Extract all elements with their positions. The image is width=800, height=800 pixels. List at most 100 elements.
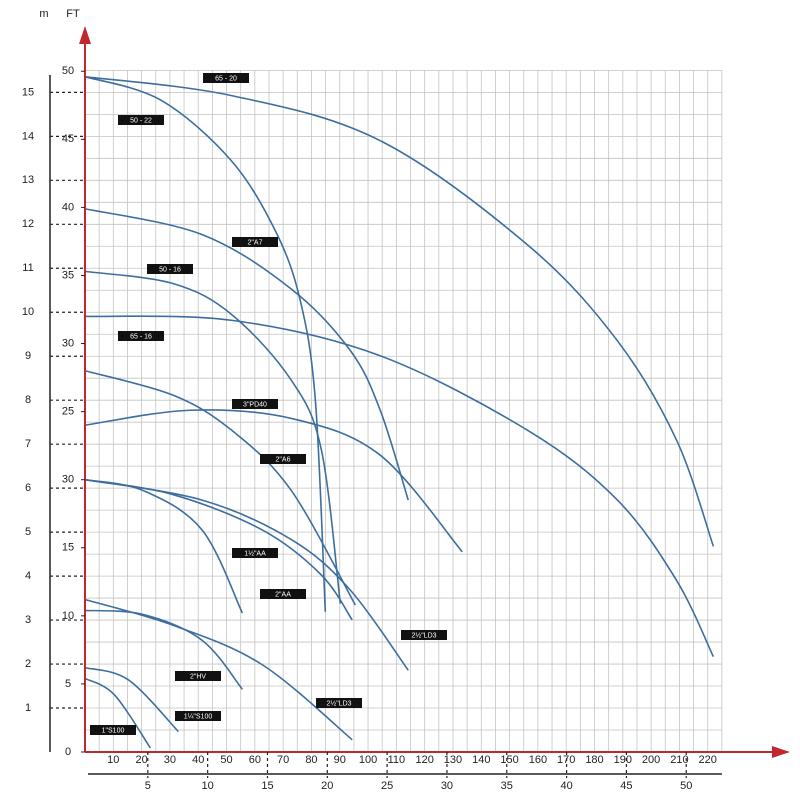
y-tick-label: 25 (62, 406, 74, 418)
curve-label-box (401, 630, 447, 640)
pump-curve (84, 598, 353, 741)
x2-tick-label: 30 (441, 780, 453, 792)
y2-tick-label: 13 (22, 174, 34, 186)
y2-tick-label: 8 (25, 394, 31, 406)
y2-tick-label: 4 (25, 570, 31, 582)
pump-curve (84, 409, 463, 553)
pump-curve (84, 270, 342, 604)
y2-tick-label: 1 (25, 702, 31, 714)
y2-tick-label: 6 (25, 482, 31, 494)
curve-label: 65 - 16 (130, 333, 152, 340)
x-tick-label: 140 (472, 754, 490, 766)
y2-tick-label: 15 (22, 86, 34, 98)
x2-tick-label: 5 (145, 780, 151, 792)
pump-curve (84, 666, 179, 733)
y2-tick-label: 10 (22, 306, 34, 318)
y-tick-label: 30 (62, 474, 74, 486)
y-tick-label: 15 (62, 542, 74, 554)
curve-label: 2½"LD3 (326, 699, 351, 707)
curve-label-box (118, 331, 164, 341)
x-tick-label: 100 (359, 754, 377, 766)
y2-tick-label: 7 (25, 438, 31, 450)
x-tick-label: 90 (334, 754, 346, 766)
curve-label-box (260, 454, 306, 464)
y-axis-title: FT (66, 8, 80, 20)
x-tick-label: 190 (614, 754, 632, 766)
x2-tick-label: 40 (560, 780, 572, 792)
pump-curve (84, 369, 357, 606)
y-tick-label: 35 (62, 269, 74, 281)
y-tick-label: 0 (65, 746, 71, 758)
y2-tick-label: 5 (25, 526, 31, 538)
curve-label-box (90, 725, 136, 735)
x-tick-label: 10 (107, 754, 119, 766)
x-tick-label: 150 (500, 754, 518, 766)
x-tick-label: 70 (277, 754, 289, 766)
x-tick-label: 80 (305, 754, 317, 766)
x-tick-label: 200 (642, 754, 660, 766)
curve-label: 2"A7 (248, 239, 263, 246)
pump-curve (84, 478, 244, 614)
x-tick-label: 20 (135, 754, 147, 766)
x2-tick-label: 20 (321, 780, 333, 792)
curve-label: 2½"LD3 (411, 631, 436, 639)
x-tick-label: 120 (415, 754, 433, 766)
pump-curve (84, 677, 152, 749)
pump-curve (84, 207, 410, 501)
curve-label-box (203, 73, 249, 83)
curves: 65 - 20 50 - 22 2"A7 50 - 16 65 - 16 3"PD40 2"… (84, 73, 715, 749)
x2-tick-label: 45 (620, 780, 632, 792)
pump-curve (84, 478, 353, 621)
y2-axis-title: m (39, 8, 48, 20)
curve-label: 1"S100 (102, 727, 125, 734)
curve-label: 2"AA (275, 591, 291, 598)
y2-tick-label: 3 (25, 614, 31, 626)
curve-label: 2"A6 (276, 456, 291, 463)
x-tick-label: 60 (249, 754, 261, 766)
curve-label-box (232, 548, 278, 558)
x-tick-label: 160 (529, 754, 547, 766)
x-tick-label: 40 (192, 754, 204, 766)
x-tick-label: 50 (220, 754, 232, 766)
x-tick-label: 180 (585, 754, 603, 766)
y2-tick-label: 14 (22, 130, 34, 142)
pump-curve (84, 75, 715, 547)
pump-curve (84, 75, 327, 612)
curve-label: 1¼"S100 (184, 713, 213, 720)
y2-tick-label: 12 (22, 218, 34, 230)
curve-label-box (316, 698, 362, 708)
x-tick-label: 220 (699, 754, 717, 766)
y-tick-label: 5 (65, 678, 71, 690)
y2-tick-label: 2 (25, 658, 31, 670)
x-axis-arrow (772, 746, 790, 758)
x2-tick-label: 10 (202, 780, 214, 792)
curve-label-box (118, 115, 164, 125)
curve-label: 50 - 22 (130, 117, 152, 124)
x2-tick-label: 15 (261, 780, 273, 792)
x-tick-label: 110 (388, 754, 406, 766)
curve-label-box (175, 671, 221, 681)
curve-label: 3"PD40 (243, 401, 267, 408)
y-tick-label: 45 (62, 133, 74, 145)
curve-label-box (175, 711, 221, 721)
curve-label: 50 - 16 (159, 266, 181, 273)
pump-curve (84, 478, 409, 671)
y-axis-arrow (79, 26, 91, 44)
curve-label: 2"HV (190, 673, 206, 680)
curve-label: 65 - 20 (215, 75, 237, 82)
curve-label-box (260, 589, 306, 599)
axes: 1234567891011121314150510153025303540455… (22, 26, 790, 792)
y2-tick-label: 9 (25, 350, 31, 362)
curve-label-box (232, 237, 278, 247)
x-tick-label: 130 (444, 754, 462, 766)
y-tick-label: 30 (62, 337, 74, 349)
x2-tick-label: 25 (381, 780, 393, 792)
curve-label: 1½"AA (244, 549, 266, 557)
x2-tick-label: 50 (680, 780, 692, 792)
x2-tick-label: 35 (501, 780, 513, 792)
curve-label-box (232, 399, 278, 409)
curve-label-box (147, 264, 193, 274)
x-tick-label: 210 (670, 754, 688, 766)
y-tick-label: 40 (62, 201, 74, 213)
